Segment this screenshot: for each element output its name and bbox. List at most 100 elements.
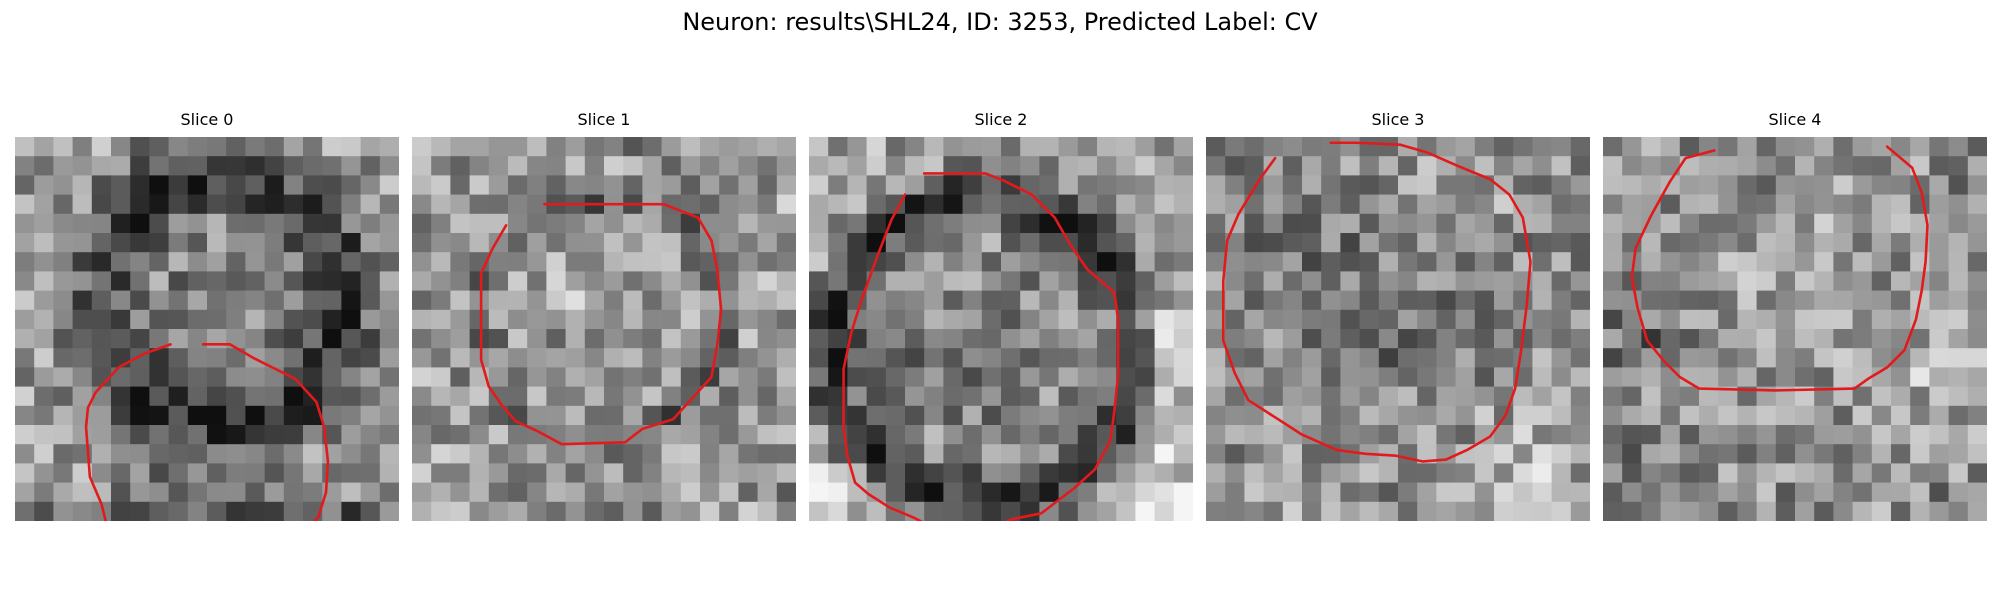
pixel [1077,252,1098,272]
pixel [111,290,131,311]
pixel [226,194,246,215]
pixel [341,213,361,234]
pixel [1154,405,1175,426]
pixel [604,405,624,426]
pixel [1737,137,1757,157]
pixel [680,386,701,407]
pixel [1225,137,1245,157]
pixel [776,425,796,445]
pixel [604,213,624,234]
pixel [412,309,432,330]
pixel [885,194,906,215]
pixel [604,463,624,483]
pixel [1436,137,1456,157]
pixel [1756,271,1777,291]
slice-image-3 [1206,137,1590,521]
pixel [1775,367,1796,387]
pixel [1225,501,1245,521]
pixel [1001,329,1021,349]
pixel [1718,156,1738,176]
pixel [130,271,150,291]
pixel [527,386,547,407]
pixel [322,405,342,426]
pixel [1891,501,1911,521]
pixel [1679,405,1700,426]
pixel [962,175,983,195]
pixel [1775,501,1796,521]
pixel [1058,444,1079,464]
pixel [1077,233,1098,253]
pixel [1077,405,1098,426]
pixel [661,367,682,387]
pixel [1135,137,1155,157]
pixel [1775,213,1796,234]
pixel [1173,348,1193,368]
pixel [1679,329,1700,349]
pixel [1551,463,1572,483]
pixel [91,309,112,330]
pixel [623,463,643,483]
pixel [1321,501,1341,521]
pixel [1756,194,1777,215]
pixel [1570,348,1590,368]
pixel [1699,213,1719,234]
pixel [1948,137,1969,157]
pixel [245,386,265,407]
pixel [341,425,361,445]
pixel [700,233,720,253]
pixel [1660,252,1681,272]
pixel [1077,482,1098,503]
pixel [15,425,35,445]
pixel [1948,156,1969,176]
pixel [1891,367,1911,387]
pixel [34,386,54,407]
pixel [130,213,150,234]
pixel [149,501,169,521]
pixel [1039,137,1059,157]
pixel [757,386,778,407]
pixel [1398,213,1418,234]
pixel [962,329,983,349]
pixel [1474,194,1495,215]
pixel [72,290,93,311]
contour-line-0 [84,343,330,521]
pixel [1871,175,1892,195]
pixel [1814,348,1834,368]
pixel [1494,329,1514,349]
slice-panel-3: Slice 3 [1206,109,1590,521]
pixel [604,271,624,291]
pixel [1551,213,1572,234]
pixel [1359,501,1380,521]
pixel [168,463,189,483]
pixel [245,367,265,387]
pixel [264,309,285,330]
pixel [1039,501,1059,521]
pixel [322,156,342,176]
pixel [1603,501,1623,521]
pixel [527,156,547,176]
pixel [187,137,208,157]
pixel [1263,501,1284,521]
pixel [1154,252,1175,272]
pixel [207,156,227,176]
pixel [1474,290,1495,311]
pixel [130,367,150,387]
pixel [565,425,586,445]
pixel [469,501,490,521]
pixel [111,194,131,215]
pixel [111,213,131,234]
pixel [1833,175,1853,195]
pixel [149,329,169,349]
pixel [187,156,208,176]
pixel [1058,252,1079,272]
pixel [1263,271,1284,291]
pixel [1814,194,1834,215]
pixel [757,290,778,311]
pixel [1173,194,1193,215]
pixel [604,348,624,368]
pixel [111,175,131,195]
pixel [1244,444,1264,464]
pixel [943,252,963,272]
pixel [809,386,829,407]
pixel [1852,367,1873,387]
